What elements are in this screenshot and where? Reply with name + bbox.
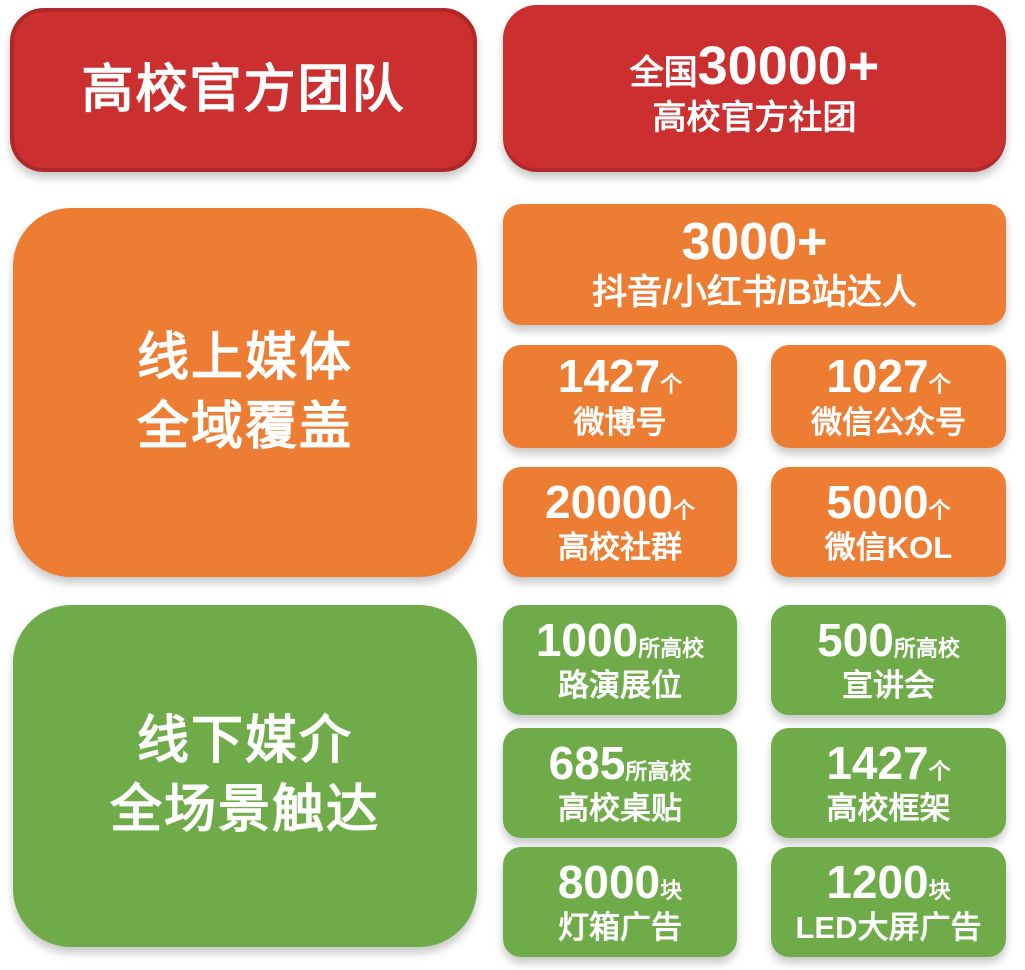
lightbox-ad-unit: 块 — [660, 877, 683, 903]
campus-community-label: 高校社群 — [558, 530, 682, 566]
campus-frame-number: 1427 — [826, 736, 929, 789]
weibo-unit: 个 — [660, 372, 683, 398]
wechat-mp-unit: 个 — [928, 372, 951, 398]
wechat-mp-label: 微信公众号 — [811, 404, 966, 440]
official-clubs-stat-card: 全国30000+ 高校官方社团 — [503, 5, 1006, 172]
info-session-stat-card: 500所高校 宣讲会 — [771, 605, 1006, 715]
offline-media-title-line2: 全场景触达 — [109, 781, 380, 839]
wechat-kol-unit: 个 — [928, 497, 951, 523]
wechat-mp-number: 1027 — [826, 350, 929, 403]
desk-sticker-stat-card: 685所高校 高校桌贴 — [503, 728, 737, 838]
campus-frame-stat-card: 1427个 高校框架 — [771, 728, 1006, 838]
roadshow-number: 1000 — [535, 613, 639, 666]
official-team-card: 高校官方团队 — [10, 8, 477, 172]
info-session-number-line: 500所高校 — [817, 616, 960, 664]
lightbox-ad-number: 8000 — [557, 855, 661, 908]
weibo-stat-card: 1427个 微博号 — [503, 345, 737, 448]
desk-sticker-number: 685 — [548, 736, 626, 789]
desk-sticker-label: 高校桌贴 — [558, 791, 682, 827]
official-clubs-label: 高校官方社团 — [652, 98, 857, 137]
official-team-title: 高校官方团队 — [81, 60, 406, 119]
offline-media-card: 线下媒介 全场景触达 — [13, 605, 477, 947]
led-screen-label: LED大屏广告 — [795, 910, 982, 946]
desk-sticker-unit: 所高校 — [625, 758, 692, 784]
influencer-label: 抖音/小红书/B站达人 — [592, 272, 917, 312]
wechat-kol-stat-card: 5000个 微信KOL — [771, 467, 1006, 577]
wechat-mp-stat-card: 1027个 微信公众号 — [771, 345, 1006, 448]
wechat-mp-number-line: 1027个 — [826, 352, 950, 400]
roadshow-stat-card: 1000所高校 路演展位 — [503, 605, 737, 715]
lightbox-ad-label: 灯箱广告 — [558, 910, 682, 946]
campus-frame-label: 高校框架 — [826, 791, 951, 827]
info-session-label: 宣讲会 — [842, 668, 935, 704]
roadshow-number-line: 1000所高校 — [536, 616, 704, 664]
online-media-card: 线上媒体 全域覆盖 — [13, 208, 477, 577]
led-screen-number-line: 1200块 — [826, 858, 950, 906]
offline-media-title-line1: 线下媒介 — [136, 712, 353, 771]
online-media-title-line2: 全域覆盖 — [136, 397, 353, 456]
wechat-kol-label: 微信KOL — [824, 530, 953, 566]
info-session-number: 500 — [817, 613, 894, 666]
lightbox-ad-number-line: 8000块 — [558, 858, 682, 906]
campus-frame-number-line: 1427个 — [826, 739, 950, 787]
lightbox-ad-stat-card: 8000块 灯箱广告 — [503, 847, 737, 957]
led-screen-unit: 块 — [928, 877, 951, 903]
campus-frame-unit: 个 — [928, 758, 951, 784]
campus-community-unit: 个 — [672, 497, 695, 523]
official-clubs-number: 30000+ — [697, 35, 880, 96]
led-screen-stat-card: 1200块 LED大屏广告 — [771, 847, 1006, 957]
official-clubs-number-line: 全国30000+ — [630, 38, 880, 95]
wechat-kol-number: 5000 — [826, 475, 929, 528]
campus-community-stat-card: 20000个 高校社群 — [503, 467, 737, 577]
wechat-kol-number-line: 5000个 — [826, 478, 950, 526]
weibo-label: 微博号 — [573, 404, 667, 440]
roadshow-unit: 所高校 — [638, 635, 705, 661]
douyin-xiaohongshu-bilibili-stat-card: 3000+ 抖音/小红书/B站达人 — [503, 204, 1006, 325]
official-clubs-prefix: 全国 — [629, 53, 698, 92]
influencer-number: 3000+ — [681, 213, 828, 272]
online-media-title-line1: 线上媒体 — [136, 328, 353, 387]
weibo-number-line: 1427个 — [558, 352, 682, 400]
desk-sticker-number-line: 685所高校 — [549, 739, 692, 787]
weibo-number: 1427 — [557, 350, 661, 403]
campus-community-number-line: 20000个 — [545, 478, 695, 526]
led-screen-number: 1200 — [826, 855, 929, 908]
campus-community-number: 20000 — [545, 475, 673, 528]
info-session-unit: 所高校 — [893, 635, 960, 661]
roadshow-label: 路演展位 — [558, 668, 682, 704]
